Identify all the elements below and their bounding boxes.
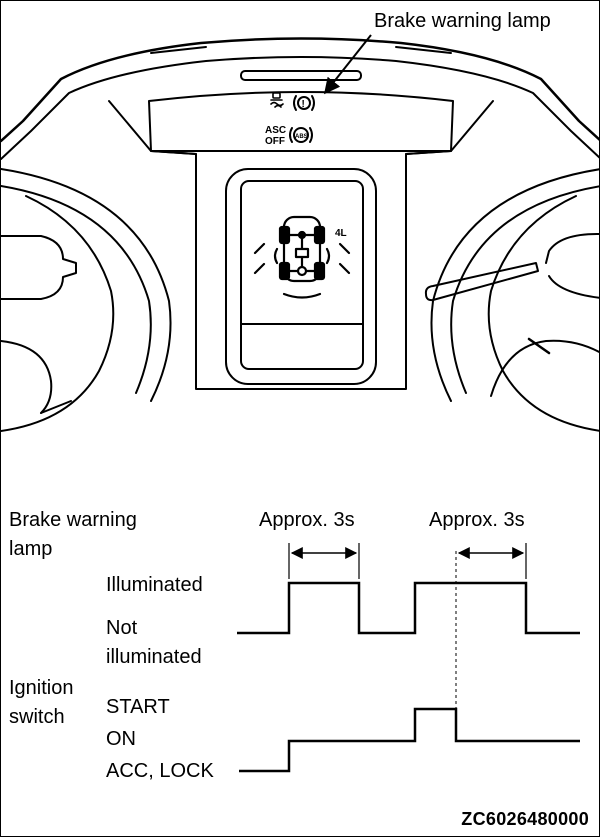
not-illuminated-label-line2: illuminated: [106, 646, 202, 668]
asc-off-line1: ASC: [265, 125, 286, 136]
cluster-inner-hood: [1, 56, 599, 160]
center-display-screen: [240, 180, 364, 370]
cluster-outer-hood: [1, 37, 599, 143]
right-gauge-needle: [424, 262, 539, 302]
interval-label-1: Approx. 3s: [259, 509, 355, 531]
right-gauge-inner: [450, 185, 599, 394]
right-gauge-hub: [545, 233, 599, 299]
right-gauge-outer: [430, 168, 599, 402]
on-label: ON: [106, 728, 136, 750]
instrument-cluster: 4L ! ABS ASC OFF: [1, 37, 599, 432]
ignition-row-label-line2: switch: [9, 706, 65, 728]
interval-label-2: Approx. 3s: [429, 509, 525, 531]
lamp-row-label-line2: lamp: [9, 538, 53, 560]
asc-off-line2: OFF: [265, 136, 285, 147]
left-gauge-hub: [1, 235, 77, 300]
abs-warning-icon: [289, 127, 313, 143]
brake-icon-mark: !: [302, 99, 305, 110]
center-display-frame: [225, 168, 377, 385]
four-wheel-drive-indicator-icon: [253, 215, 351, 299]
abs-icon-text: ABS: [295, 134, 308, 140]
lamp-row-label-line1: Brake warning: [9, 509, 137, 531]
not-illuminated-label-line1: Not: [106, 617, 138, 639]
start-label: START: [106, 696, 170, 718]
four-l-text: 4L: [335, 228, 347, 239]
skid-indicator-icon: [270, 92, 284, 108]
ignition-row-label-line1: Ignition: [9, 677, 74, 699]
left-gauge-inner: [1, 185, 152, 394]
left-gauge-outer: [1, 168, 172, 402]
brake-warning-lamp-callout: Brake warning lamp: [374, 10, 551, 32]
ignition-waveform: [239, 707, 580, 773]
brake-warning-icon: [293, 95, 315, 111]
callout-pointer: [324, 34, 372, 95]
lamp-waveform: [237, 581, 580, 635]
illuminated-label: Illuminated: [106, 574, 203, 596]
timing-chart: [237, 543, 580, 773]
acc-lock-label: ACC, LOCK: [106, 760, 214, 782]
figure-code: ZC6026480000: [461, 809, 589, 829]
top-slot: [240, 70, 362, 81]
